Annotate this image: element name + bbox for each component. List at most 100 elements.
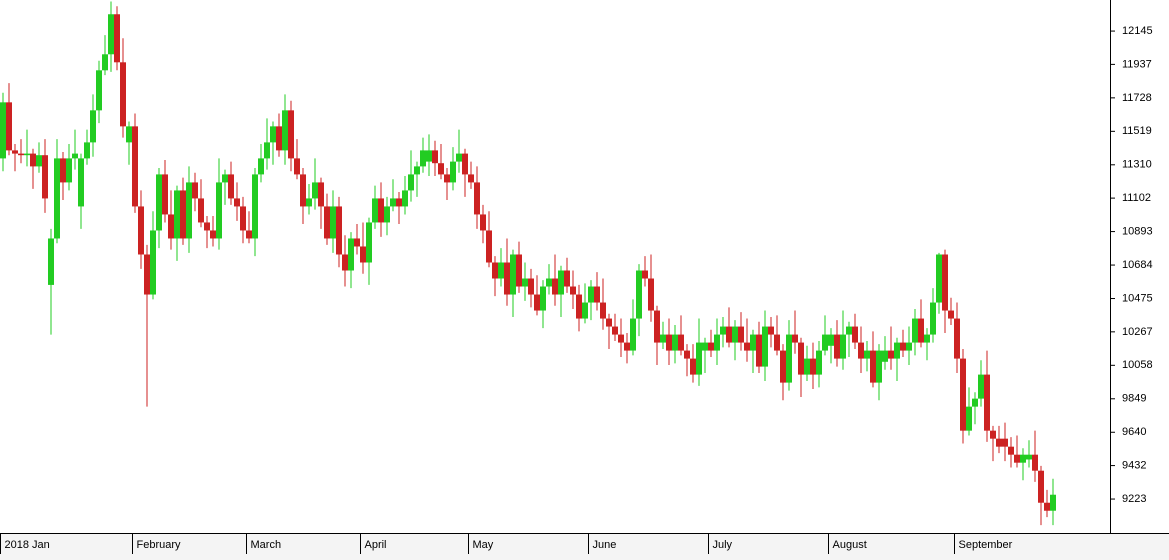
candle-body [282, 110, 288, 151]
candle-body [612, 326, 618, 335]
candle-body [648, 278, 654, 311]
candle-body [918, 318, 924, 343]
candle-body [1050, 494, 1056, 511]
y-tick-label: 11937 [1122, 58, 1152, 70]
candle-body [882, 350, 888, 362]
candle-body [660, 334, 666, 343]
candle-body [642, 270, 648, 279]
candle-body [6, 102, 12, 151]
candle-body [756, 334, 762, 367]
candle-body [708, 342, 714, 351]
candle-body [222, 174, 228, 183]
candle-body [594, 286, 600, 303]
x-tick-label: July [713, 539, 733, 551]
x-axis-strip [0, 534, 1169, 560]
candle-body [132, 126, 138, 207]
candle-body [252, 174, 258, 239]
candle-body [714, 334, 720, 351]
candle-body [534, 294, 540, 311]
candle-body [960, 358, 966, 431]
candle-body [24, 153, 30, 156]
candle-body [120, 62, 126, 127]
candle-body [954, 318, 960, 359]
candle-body [126, 126, 132, 143]
candle-body [264, 142, 270, 159]
candle-body [150, 230, 156, 295]
candle-body [864, 350, 870, 359]
candle-body [498, 262, 504, 279]
candle-body [390, 198, 396, 207]
candle-body [1002, 438, 1008, 447]
candle-body [942, 254, 948, 311]
candle-body [540, 286, 546, 311]
candle-body [906, 342, 912, 351]
candle-body [360, 246, 366, 263]
candle-body [1026, 454, 1032, 460]
candle-body [444, 174, 450, 183]
candle-body [636, 270, 642, 319]
candle-body [822, 334, 828, 351]
y-tick-label: 9432 [1122, 459, 1146, 471]
candle-body [924, 334, 930, 343]
candle-body [888, 350, 894, 359]
candle-body [792, 334, 798, 343]
candle-body [1038, 470, 1044, 503]
y-tick-label: 9849 [1122, 393, 1146, 405]
candle-body [204, 222, 210, 231]
candle-body [984, 374, 990, 431]
candle-body [90, 110, 96, 143]
candle-body [420, 150, 426, 167]
candle-body [870, 350, 876, 383]
candle-body [168, 214, 174, 239]
candle-body [114, 14, 120, 63]
candle-body [42, 155, 48, 199]
candle-body [48, 238, 54, 285]
candle-body [852, 326, 858, 343]
candle-body [294, 158, 300, 175]
candle-body [846, 326, 852, 335]
candle-body [894, 342, 900, 359]
candle-body [720, 326, 726, 335]
candle-body [438, 163, 444, 175]
candle-body [246, 230, 252, 239]
candle-body [744, 342, 750, 351]
candle-body [240, 206, 246, 231]
candle-body [912, 318, 918, 343]
candle-body [684, 350, 690, 359]
y-tick-label: 9640 [1122, 426, 1146, 438]
candle-body [582, 302, 588, 319]
candle-body [750, 334, 756, 351]
candle-body [138, 206, 144, 255]
candle-body [312, 182, 318, 199]
candle-body [396, 198, 402, 207]
candle-body [810, 358, 816, 375]
candle-body [624, 342, 630, 351]
candle-body [732, 326, 738, 343]
y-tick-label: 11519 [1122, 125, 1152, 137]
candle-body [1032, 454, 1038, 471]
candle-body [102, 54, 108, 71]
candle-body [654, 310, 660, 343]
candle-body [606, 318, 612, 327]
candle-body [408, 174, 414, 191]
candle-body [270, 126, 276, 143]
candle-body [816, 350, 822, 375]
candle-body [144, 254, 150, 295]
x-tick-label: 2018 Jan [5, 539, 50, 551]
candle-body [552, 278, 558, 295]
y-tick-label: 12145 [1122, 25, 1153, 37]
candle-body [516, 254, 522, 287]
candle-body [258, 158, 264, 175]
candle-body [384, 206, 390, 223]
candle-body [318, 182, 324, 207]
candle-body [666, 334, 672, 351]
candle-body [342, 254, 348, 271]
candle-body [726, 326, 732, 343]
y-tick-label: 11728 [1122, 92, 1152, 104]
candle-body [1044, 502, 1050, 511]
candle-body [990, 430, 996, 439]
candle-body [156, 174, 162, 231]
candle-body [54, 158, 60, 239]
y-tick-label: 11102 [1122, 192, 1151, 204]
x-tick-label: March [251, 539, 282, 551]
